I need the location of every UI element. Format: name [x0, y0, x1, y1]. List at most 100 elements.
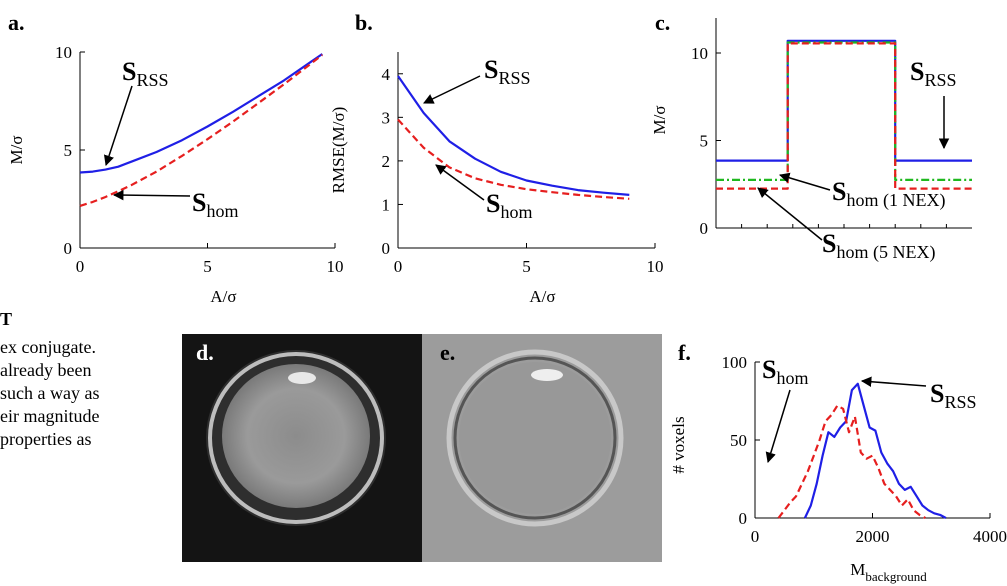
image-e-inner-ring-dark	[453, 356, 617, 520]
series-line-0	[79, 53, 323, 174]
panel-b-series	[397, 75, 630, 200]
panel-a-annotation-shom: Shom	[112, 188, 238, 221]
svg-text:SRSS: SRSS	[910, 57, 957, 90]
text-fragment-line: eir magnitude	[0, 406, 100, 426]
text-fragment-line: already been	[0, 360, 92, 380]
annotation-srss-main: S	[910, 57, 924, 86]
annotation-shom-sub: hom	[776, 368, 808, 388]
y-tick-label: 2	[382, 152, 391, 171]
image-d: d.	[182, 334, 422, 562]
svg-text:Shom: Shom	[192, 188, 238, 221]
annotation-srss-main: S	[930, 379, 944, 408]
annotation-arrow	[103, 85, 133, 166]
series-line-2	[716, 42, 972, 190]
image-e-bright-spot	[531, 369, 563, 381]
y-tick-label: 1	[382, 195, 391, 214]
annotation-shom-main: S	[192, 188, 206, 217]
annotation-shom-sub: hom	[206, 201, 238, 221]
image-e: e.	[422, 334, 662, 562]
y-tick-label: 4	[382, 65, 391, 84]
annotation-srss-sub: RSS	[924, 70, 956, 90]
x-tick-label: 10	[327, 257, 344, 276]
series-line-0	[397, 75, 630, 196]
y-tick-label: 10	[691, 44, 708, 63]
annotation-srss-main: S	[122, 57, 136, 86]
annotation-shom-main: S	[762, 355, 776, 384]
y-tick-label: 0	[382, 239, 391, 258]
y-tick-label: 0	[64, 239, 73, 258]
x-tick-label: 0	[394, 257, 403, 276]
panel-b-label: b.	[355, 10, 373, 35]
y-tick-label: 50	[730, 431, 747, 450]
x-axis-label: A/σ	[529, 287, 555, 306]
panel-c-series	[716, 39, 972, 190]
annotation-arrow	[112, 189, 191, 201]
svg-text:Shom: Shom	[762, 355, 808, 388]
annotation-srss-sub: RSS	[498, 68, 530, 88]
annotation-srss-sub: RSS	[944, 392, 976, 412]
x-tick-label: 0	[751, 527, 760, 546]
image-d-bright-spot	[288, 372, 316, 384]
x-tick-label: 4000	[973, 527, 1007, 546]
panel-b-annotation-srss: SRSS	[423, 55, 531, 104]
svg-text:SRSS: SRSS	[484, 55, 531, 88]
panel-f-series	[777, 382, 947, 519]
panel-f-annotation-shom: Shom	[762, 355, 808, 464]
y-tick-label: 5	[700, 132, 709, 151]
y-axis-label: M/σ	[650, 105, 669, 134]
x-tick-label: 5	[522, 257, 531, 276]
y-tick-label: 0	[700, 219, 709, 238]
svg-text:Shom (5 NEX): Shom (5 NEX)	[822, 229, 935, 263]
text-fragment-line: such a way as	[0, 383, 100, 403]
panel-a-label: a.	[8, 10, 25, 35]
svg-text:SRSS: SRSS	[122, 57, 169, 90]
panel-a-axes: 0 5 10 0 5 10 M/σ A/σ	[7, 43, 344, 306]
annotation-arrow	[435, 164, 485, 201]
x-tick-label: 2000	[856, 527, 890, 546]
svg-text:Shom: Shom	[486, 189, 532, 222]
y-axis-label: M/σ	[7, 135, 26, 164]
series-line-1	[777, 404, 926, 519]
annotation-shom-main: S	[486, 189, 500, 218]
panel-a-annotation-srss: SRSS	[103, 57, 169, 166]
x-tick-label: 10	[647, 257, 664, 276]
annotation-shom-5nex-main: S	[822, 229, 836, 258]
annotation-srss-main: S	[484, 55, 498, 84]
svg-text:SRSS: SRSS	[930, 379, 977, 412]
series-line-1	[79, 54, 323, 207]
annotation-arrow	[423, 75, 481, 104]
x-tick-label: 5	[203, 257, 212, 276]
panel-a-series	[79, 53, 323, 207]
y-tick-label: 0	[739, 509, 748, 528]
y-tick-label: 5	[64, 141, 73, 160]
y-tick-label: 10	[55, 43, 72, 62]
svg-text:Shom (1 NEX): Shom (1 NEX)	[832, 177, 945, 211]
annotation-shom-1nex-sub: hom (1 NEX)	[846, 190, 945, 211]
series-line-1	[397, 118, 630, 200]
series-line-1	[716, 41, 972, 181]
text-fragment-line: T	[0, 309, 13, 329]
panel-c-annotation-srss: SRSS	[910, 57, 957, 150]
y-tick-label: 100	[722, 353, 748, 372]
y-axis-label: RMSE(M/σ)	[329, 107, 348, 194]
x-axis-label: A/σ	[210, 287, 236, 306]
series-line-0	[716, 39, 972, 162]
panel-b-annotation-shom: Shom	[435, 164, 532, 222]
image-d-label: d.	[196, 340, 214, 365]
panel-c-annotation-shom-5nex: Shom (5 NEX)	[757, 187, 935, 263]
annotation-srss-sub: RSS	[136, 70, 168, 90]
panel-f: f. 0 50 100 0 2000 4000 # voxels Mbackground Sh…	[669, 340, 1007, 584]
y-axis-label: # voxels	[669, 416, 688, 473]
image-d-skull-ring	[208, 352, 384, 524]
image-e-outer-ring-light	[446, 349, 624, 527]
text-fragment-line: properties as	[0, 429, 92, 449]
annotation-arrow	[765, 389, 791, 464]
y-tick-label: 3	[382, 108, 391, 127]
annotation-shom-5nex-sub: hom (5 NEX)	[836, 242, 935, 263]
annotation-shom-1nex-main: S	[832, 177, 846, 206]
panel-f-axes: 0 50 100 0 2000 4000 # voxels Mbackground	[669, 353, 1007, 584]
